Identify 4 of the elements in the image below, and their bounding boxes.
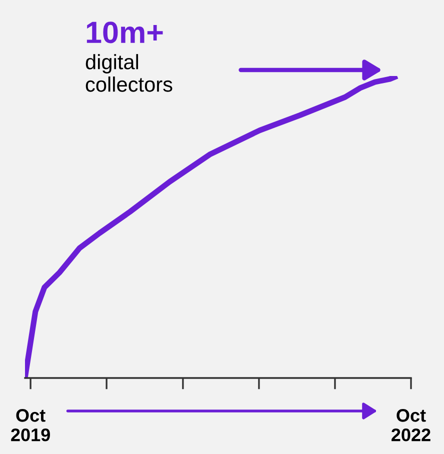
annotation: digital collectors <box>86 54 172 92</box>
x-tick-label: Oct 2022 <box>392 409 430 442</box>
chart-title: 10m+ <box>86 22 163 44</box>
x-tick-label: Oct 2019 <box>11 409 50 442</box>
